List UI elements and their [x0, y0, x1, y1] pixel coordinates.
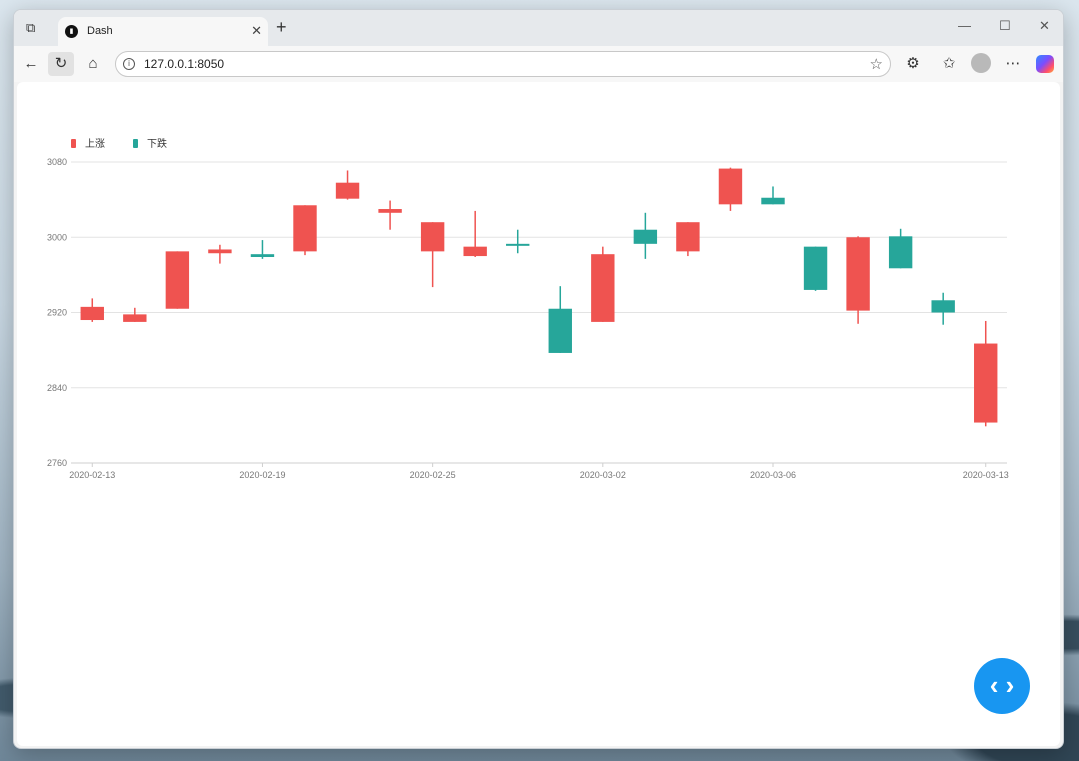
candle-body — [293, 205, 317, 252]
candle-body — [803, 246, 828, 290]
extensions-icon[interactable]: ⚙ — [906, 55, 920, 72]
legend-label: 上涨 — [85, 138, 105, 150]
y-tick-label: 2760 — [47, 458, 67, 468]
candle-body — [548, 308, 572, 353]
x-tick-label: 2020-02-25 — [410, 470, 456, 480]
x-axis: 2020-02-13 2020-02-19 2020-02-25 2020-03-02… — [69, 462, 1009, 480]
candle-body — [335, 182, 360, 199]
favorite-star-icon[interactable]: ☆ — [869, 56, 883, 73]
back-icon[interactable]: ← — [23, 55, 39, 72]
maximize-icon[interactable]: ☐ — [999, 18, 1011, 33]
x-tick-label: 2020-03-06 — [750, 470, 796, 480]
close-icon[interactable]: ✕ — [1039, 18, 1050, 33]
page-content: 2760 2840 2920 3000 3080 2020-02-13 2020-02-1… — [17, 82, 1060, 746]
candles — [80, 167, 998, 427]
code-toggle-icon[interactable]: ‹ › — [974, 658, 1030, 714]
candle-body — [463, 246, 487, 257]
chart-legend: 上涨 下跌 — [71, 137, 167, 150]
candle — [165, 251, 190, 309]
x-tick-label: 2020-02-13 — [69, 470, 115, 480]
candle-body — [420, 222, 445, 252]
candle-body — [718, 168, 743, 205]
candle — [888, 228, 913, 269]
y-tick-label: 2920 — [47, 308, 67, 318]
candle — [633, 212, 658, 259]
candle — [974, 320, 998, 427]
tab-close-icon[interactable]: ✕ — [251, 23, 262, 38]
candle — [761, 186, 785, 205]
candle — [463, 210, 487, 258]
browser-window: ⧉ ▮ Dash ✕ + — ☐ ✕ ← ↻ ⌂ i 127.0.0.1:805… — [13, 9, 1064, 749]
candle — [591, 246, 615, 322]
refresh-icon[interactable]: ↻ — [48, 52, 74, 76]
candle — [250, 240, 275, 259]
candle — [293, 205, 317, 256]
candle-body — [80, 306, 104, 321]
legend-label: 下跌 — [147, 137, 167, 150]
candle — [548, 286, 572, 353]
candle-body — [378, 209, 402, 213]
candle — [335, 170, 360, 200]
x-tick-label: 2020-03-13 — [963, 470, 1009, 480]
home-icon[interactable]: ⌂ — [88, 55, 98, 72]
tab-dash[interactable]: ▮ Dash ✕ — [58, 17, 268, 46]
candle-body — [250, 254, 275, 258]
candle — [123, 307, 147, 322]
candle — [506, 229, 530, 254]
x-tick-label: 2020-03-02 — [580, 470, 626, 480]
address-bar[interactable]: i 127.0.0.1:8050 ☆ — [115, 51, 891, 77]
candle-body — [506, 243, 530, 246]
candle-body — [761, 197, 785, 205]
favorites-icon[interactable]: ✩ — [942, 55, 956, 72]
copilot-icon[interactable] — [1036, 55, 1054, 73]
candle-body — [974, 343, 998, 423]
y-tick-label: 3000 — [47, 232, 67, 242]
workspaces-icon[interactable]: ⧉ — [26, 20, 36, 35]
legend-swatch — [71, 139, 76, 148]
legend-swatch — [133, 139, 138, 148]
y-tick-label: 3080 — [47, 157, 67, 167]
candle — [80, 298, 104, 322]
profile-avatar-icon[interactable] — [971, 53, 991, 73]
tab-bar: ⧉ ▮ Dash ✕ + — ☐ ✕ — [14, 10, 1063, 46]
candle — [718, 167, 743, 211]
dash-favicon-icon: ▮ — [65, 25, 78, 38]
tab-title: Dash — [87, 25, 113, 37]
y-tick-label: 2840 — [47, 383, 67, 393]
legend-item: 上涨 — [71, 138, 105, 150]
candle — [803, 246, 828, 291]
y-axis: 2760 2840 2920 3000 3080 — [47, 157, 67, 468]
url-text[interactable]: 127.0.0.1:8050 — [144, 57, 225, 71]
candle-body — [888, 236, 913, 269]
new-tab-icon[interactable]: + — [276, 17, 287, 37]
minimize-icon[interactable]: — — [958, 18, 971, 33]
legend-item: 下跌 — [133, 137, 167, 150]
candle — [931, 292, 955, 325]
x-tick-label: 2020-02-19 — [239, 470, 285, 480]
candle-body — [123, 314, 147, 322]
candle — [208, 244, 232, 264]
candle — [846, 236, 870, 324]
candle-body — [846, 237, 870, 311]
candle-body — [676, 222, 700, 252]
candle — [420, 222, 445, 288]
candle-body — [931, 300, 955, 313]
candle-body — [633, 229, 658, 244]
more-icon[interactable]: ⋯ — [1005, 55, 1021, 72]
candle-body — [591, 254, 615, 322]
site-info-icon[interactable]: i — [123, 58, 135, 70]
candle-body — [208, 249, 232, 254]
candle — [378, 200, 402, 230]
candle-body — [165, 251, 190, 309]
chart-grid — [71, 161, 1007, 464]
candle — [676, 222, 700, 257]
browser-toolbar: ← ↻ ⌂ i 127.0.0.1:8050 ☆ ⚙ ✩ ⋯ — [14, 46, 1063, 82]
